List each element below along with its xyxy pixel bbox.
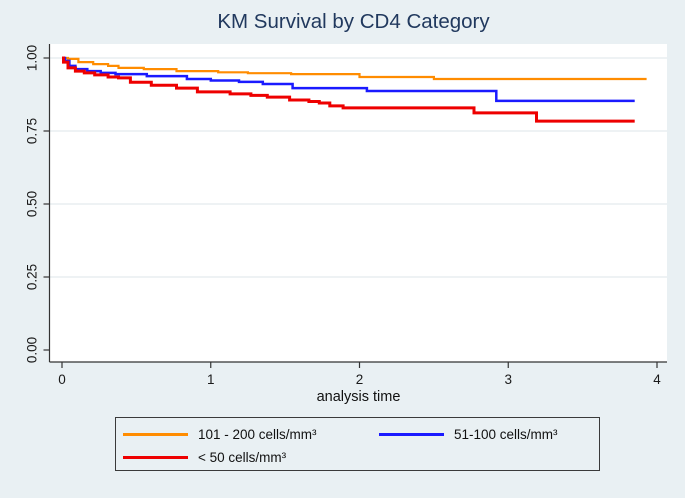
y-tick-label: 0.25 — [25, 264, 40, 290]
y-tick-label: 0.50 — [25, 191, 40, 217]
plot-background — [49, 44, 667, 362]
survival-curve-cd4-101-200 — [62, 56, 647, 81]
plot-area: 0.00 0.25 0.50 0.75 1.00 0 1 2 3 4 — [25, 44, 667, 387]
survival-curve-cd4-lt-50 — [62, 56, 635, 123]
x-tick-label: 1 — [207, 372, 215, 387]
legend-label-cd4-101-200: 101 - 200 cells/mm³ — [198, 427, 317, 442]
x-tick-label: 4 — [653, 372, 661, 387]
legend-item-cd4-101-200: 101 - 200 cells/mm³ — [123, 427, 379, 442]
chart-title: KM Survival by CD4 Category — [217, 10, 490, 33]
legend-swatch-cd4-lt-50 — [123, 456, 188, 459]
legend-swatch-cd4-101-200 — [123, 433, 188, 436]
x-tick-label: 0 — [58, 372, 66, 387]
x-tick-label: 3 — [504, 372, 512, 387]
x-axis-label: analysis time — [316, 389, 401, 405]
legend-item-cd4-lt-50: < 50 cells/mm³ — [123, 450, 379, 465]
y-tick-label: 1.00 — [25, 45, 40, 71]
survival-curve-cd4-51-100 — [62, 56, 635, 103]
y-tick-label: 0.75 — [25, 118, 40, 144]
legend-label-cd4-51-100: 51-100 cells/mm³ — [454, 427, 558, 442]
legend: 101 - 200 cells/mm³ 51-100 cells/mm³ < 50 … — [115, 417, 600, 471]
legend-item-cd4-51-100: 51-100 cells/mm³ — [379, 427, 599, 442]
legend-label-cd4-lt-50: < 50 cells/mm³ — [198, 450, 287, 465]
x-tick-label: 2 — [356, 372, 364, 387]
legend-swatch-cd4-51-100 — [379, 433, 444, 436]
y-tick-label: 0.00 — [25, 337, 40, 363]
